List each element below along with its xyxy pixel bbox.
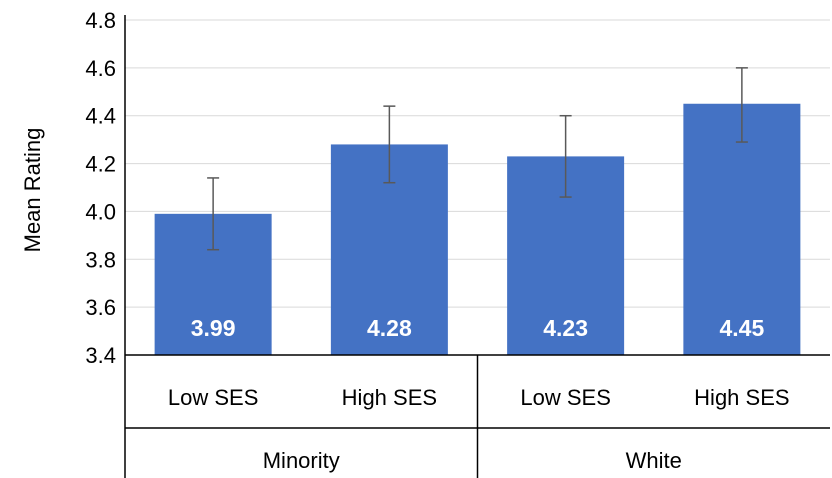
y-tick-label: 4.4 — [85, 104, 116, 129]
data-label: 4.23 — [543, 315, 588, 341]
y-tick-label: 4.2 — [85, 152, 116, 177]
y-axis-label: Mean Rating — [20, 128, 45, 253]
data-label: 3.99 — [191, 315, 236, 341]
y-tick-labels: 3.4 3.6 3.8 4.0 4.2 4.4 4.6 4.8 — [85, 8, 116, 368]
data-label: 4.28 — [367, 315, 412, 341]
y-tick-label: 4.6 — [85, 56, 116, 81]
data-label: 4.45 — [719, 315, 764, 341]
bar — [683, 103, 801, 355]
axes — [124, 15, 830, 478]
group-label: Minority — [263, 448, 340, 473]
y-tick-label: 3.8 — [85, 247, 116, 272]
category-label: High SES — [694, 385, 789, 410]
category-label: High SES — [342, 385, 437, 410]
category-label: Low SES — [168, 385, 259, 410]
y-tick-label: 3.4 — [85, 343, 116, 368]
error-bars — [207, 67, 748, 251]
category-labels: Low SES High SES Low SES High SES Minority Wh… — [168, 385, 790, 473]
category-label: Low SES — [520, 385, 611, 410]
bars — [154, 103, 801, 355]
y-tick-label: 4.0 — [85, 199, 116, 224]
group-label: White — [626, 448, 682, 473]
y-tick-label: 4.8 — [85, 8, 116, 33]
y-tick-label: 3.6 — [85, 295, 116, 320]
data-labels: 3.99 4.28 4.23 4.45 — [191, 315, 765, 341]
